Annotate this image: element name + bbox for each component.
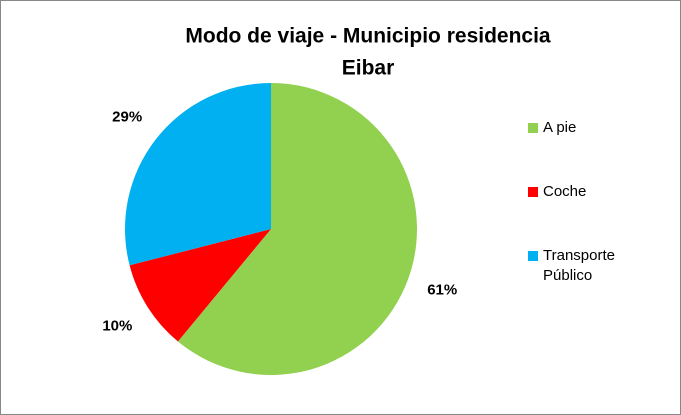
- legend-swatch: [528, 251, 538, 261]
- legend-item: Transporte Público: [528, 246, 658, 286]
- legend-item: Coche: [528, 182, 658, 202]
- legend-item: A pie: [528, 118, 658, 138]
- legend-label: Transporte Público: [543, 247, 615, 284]
- legend-label: Coche: [543, 183, 587, 200]
- data-label: 29%: [112, 108, 142, 125]
- legend-swatch: [528, 187, 538, 197]
- legend: A pie Coche Transporte Público: [528, 118, 658, 330]
- chart-title: Modo de viaje - Municipio residencia: [185, 25, 551, 48]
- legend-swatch: [528, 123, 538, 133]
- pie-slice: [129, 229, 271, 342]
- pie-slice: [124, 83, 271, 266]
- legend-label: A pie: [543, 119, 577, 136]
- pie-slice: [177, 83, 417, 375]
- data-label: 10%: [102, 317, 132, 334]
- chart-title: Eibar: [342, 57, 395, 80]
- data-label: 61%: [427, 282, 457, 299]
